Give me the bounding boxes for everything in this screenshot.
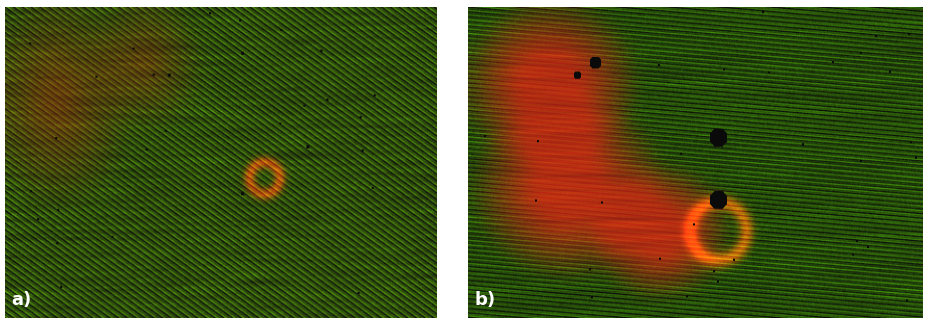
- Text: b): b): [475, 291, 496, 309]
- Text: a): a): [11, 291, 32, 309]
